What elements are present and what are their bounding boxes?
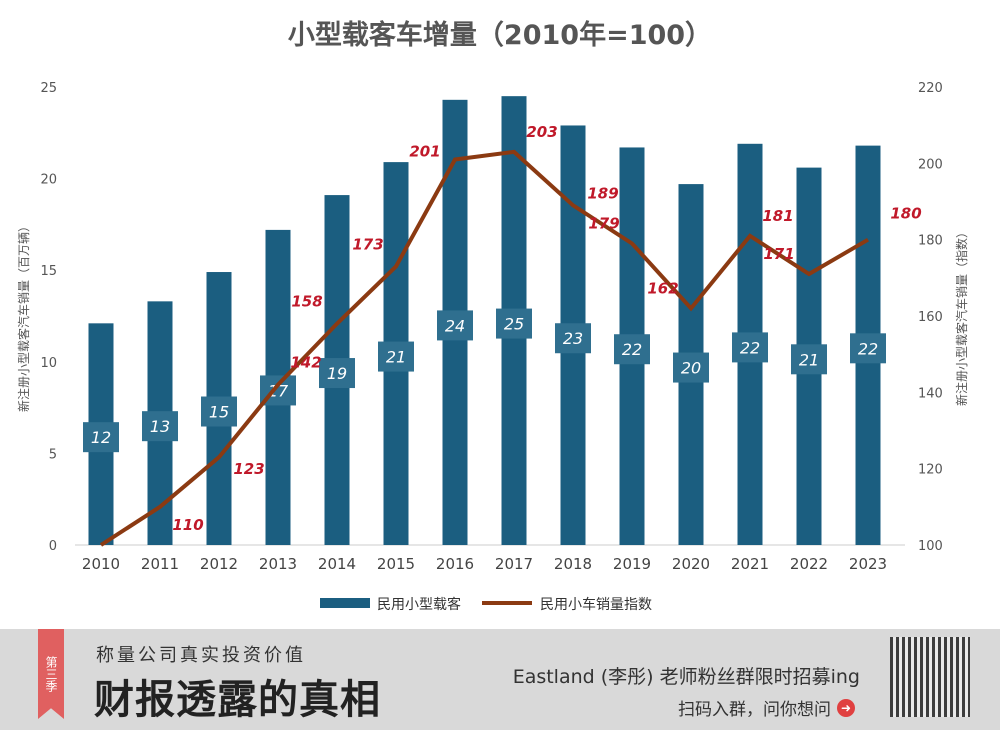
bar-label-box [319, 358, 355, 389]
qr-code [890, 637, 970, 717]
y-axis-label: 新注册小型载客汽车销量（百万辆） [16, 220, 31, 412]
x-tick-label: 2021 [731, 555, 769, 573]
y2-tick-label: 180 [918, 234, 943, 249]
x-tick-label: 2014 [318, 555, 356, 573]
bar-label: 25 [504, 315, 524, 334]
banner-title: 财报透露的真相 [94, 676, 381, 723]
line-label: 181 [762, 207, 793, 225]
line-label: 171 [763, 245, 794, 263]
line-label: 158 [291, 293, 322, 311]
bar-label-box [555, 323, 591, 354]
bar-label: 21 [799, 350, 819, 369]
line-label: 189 [587, 184, 618, 202]
y-tick-label: 10 [40, 356, 57, 371]
line-label: 203 [526, 123, 557, 141]
bar-label: 19 [327, 364, 347, 383]
x-tick-label: 2015 [377, 555, 415, 573]
y-tick-label: 25 [40, 81, 57, 96]
bar-label: 22 [622, 340, 642, 359]
bar-label: 22 [858, 339, 878, 358]
chart: 小型载客车增量（2010年=100） 0 5 10 15 20 25 100 120 140 160… [16, 19, 969, 613]
x-tick-label: 2010 [82, 555, 120, 573]
y-tick-label: 15 [40, 264, 57, 279]
x-tick-label: 2017 [495, 555, 533, 573]
x-tick-label: 2011 [141, 555, 179, 573]
bar-label-box [850, 333, 886, 364]
y2-tick-label: 120 [918, 463, 943, 478]
y2-tick-label: 160 [918, 310, 943, 325]
x-tick-label: 2013 [259, 555, 297, 573]
x-tick-label: 2022 [790, 555, 828, 573]
y2-axis-label: 新注册小型载客汽车销量（指数） [954, 226, 969, 406]
line-label: 110 [172, 516, 203, 534]
line-label: 180 [890, 205, 921, 223]
bar-label: 12 [91, 428, 111, 447]
bar-label-box [732, 332, 768, 363]
bar-label-box [614, 334, 650, 365]
bar-label: 15 [209, 403, 229, 422]
x-tick-label: 2020 [672, 555, 710, 573]
x-tick-label: 2019 [613, 555, 651, 573]
y2-tick-label: 140 [918, 386, 943, 401]
y-tick-label: 20 [40, 173, 57, 188]
legend-label: 民用小车销量指数 [540, 596, 652, 613]
line-label: 201 [409, 143, 440, 161]
line-label: 179 [588, 214, 619, 232]
line-label: 142 [290, 354, 321, 372]
x-tick-label: 2016 [436, 555, 474, 573]
x-tick-label: 2023 [849, 555, 887, 573]
bar-label-box [83, 422, 119, 453]
banner-join-link[interactable]: 扫码入群，问你想问 ➜ [678, 695, 855, 720]
season-ribbon: 第三季 [38, 629, 64, 719]
y2-tick-label: 220 [918, 81, 943, 96]
banner-subtitle: 称量公司真实投资价值 [96, 645, 306, 666]
promo-banner[interactable]: 第三季 称量公司真实投资价值 财报透露的真相 Eastland (李彤) 老师粉… [0, 629, 1000, 730]
legend-label: 民用小型载客 [377, 596, 461, 613]
join-text: 扫码入群，问你想问 [678, 700, 831, 720]
banner-recruit-text: Eastland (李彤) 老师粉丝群限时招募ing [512, 666, 860, 688]
bar-label: 21 [386, 348, 406, 367]
bar-label: 17 [268, 381, 289, 400]
y2-tick-label: 100 [918, 539, 943, 554]
y-tick-label: 5 [49, 447, 57, 462]
bar-label-box [673, 352, 709, 383]
line-label: 162 [647, 279, 678, 297]
chart-title: 小型载客车增量（2010年=100） [288, 19, 712, 51]
arrow-right-circle-icon: ➜ [837, 698, 855, 717]
bar-label-box [791, 344, 827, 375]
y-tick-label: 0 [49, 539, 57, 554]
bar-label-box [142, 411, 178, 442]
bar-label-box [201, 396, 237, 427]
x-tick-label: 2018 [554, 555, 592, 573]
bar-label-box [378, 341, 414, 372]
bar-label-box [437, 310, 473, 341]
y2-tick-label: 200 [918, 157, 943, 172]
line-series [99, 149, 870, 547]
bar-label: 13 [150, 417, 170, 436]
bar-label: 20 [681, 359, 701, 378]
bar-label: 23 [563, 329, 583, 348]
x-tick-label: 2012 [200, 555, 238, 573]
legend-swatch-bar [320, 598, 370, 608]
line-label: 173 [352, 235, 383, 253]
line-label: 123 [233, 460, 264, 478]
bar-label: 22 [740, 338, 760, 357]
bar-label: 24 [445, 316, 465, 335]
bar-label-box [496, 308, 532, 339]
